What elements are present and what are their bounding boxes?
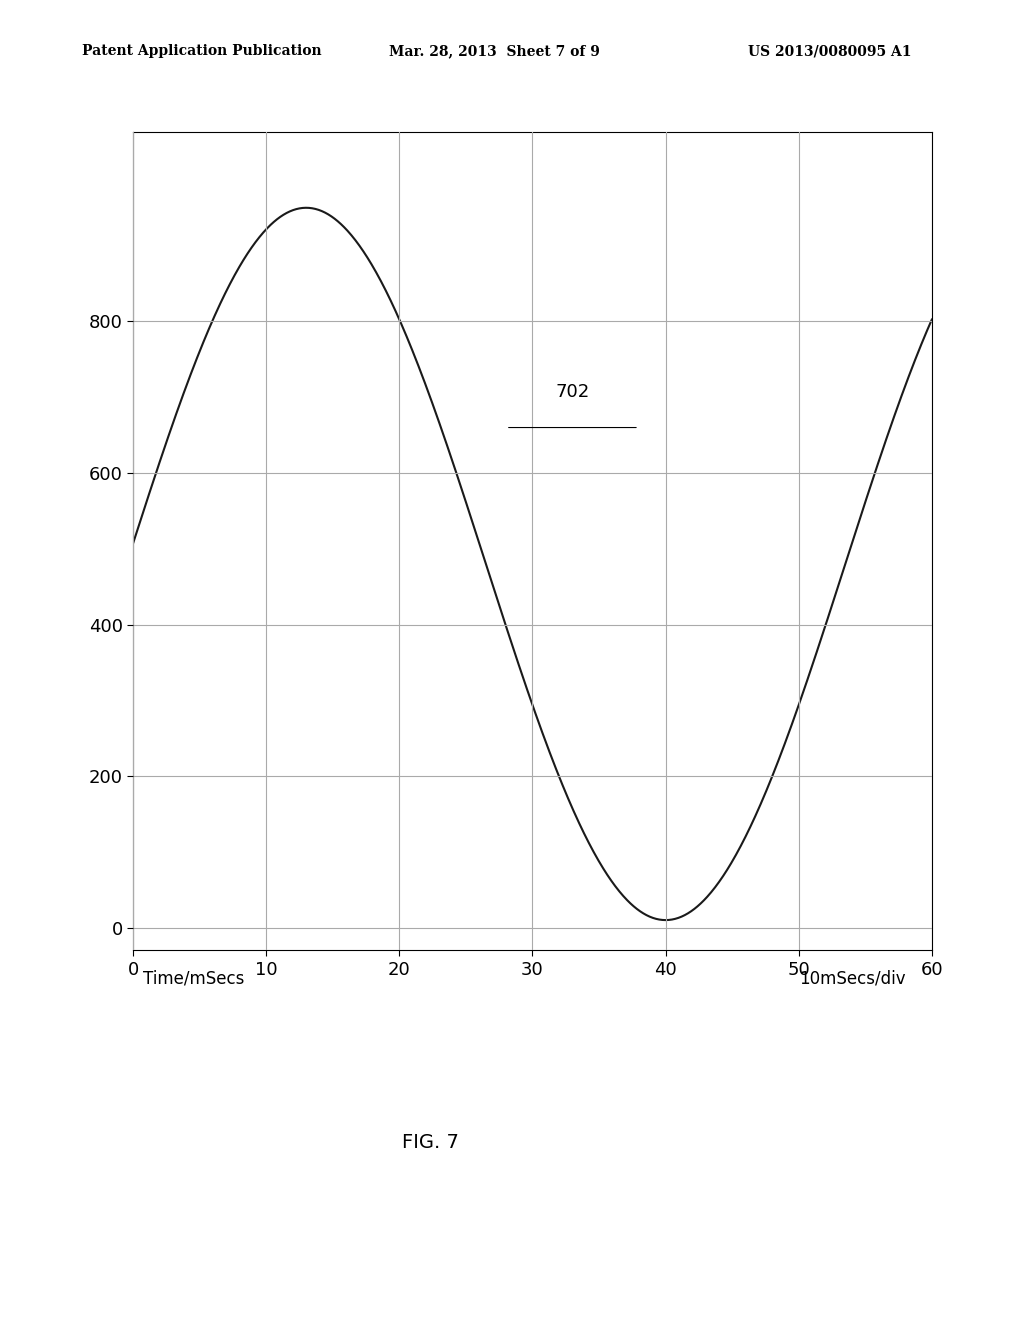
Text: Mar. 28, 2013  Sheet 7 of 9: Mar. 28, 2013 Sheet 7 of 9 <box>389 45 600 58</box>
Text: Time/mSecs: Time/mSecs <box>143 969 245 987</box>
Text: FIG. 7: FIG. 7 <box>401 1134 459 1152</box>
Text: US 2013/0080095 A1: US 2013/0080095 A1 <box>748 45 911 58</box>
Text: 702: 702 <box>555 383 590 401</box>
Text: Patent Application Publication: Patent Application Publication <box>82 45 322 58</box>
Text: 10mSecs/div: 10mSecs/div <box>799 969 905 987</box>
